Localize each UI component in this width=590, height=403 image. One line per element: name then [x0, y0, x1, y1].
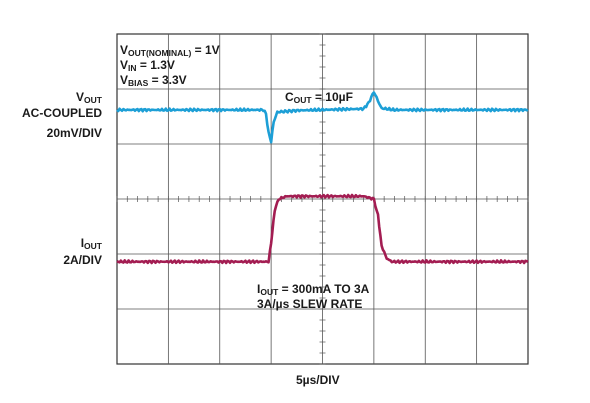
- channel-label-vout: VOUT: [76, 90, 102, 105]
- graticule: [116, 33, 529, 365]
- iout-trace: [116, 193, 529, 265]
- setting-vout-nominal: VOUT(NOMINAL) = 1V: [120, 43, 220, 58]
- channel-scale-iout: 2A/DIV: [63, 253, 102, 267]
- annotation-cout: COUT = 10µF: [285, 90, 353, 105]
- traces: [116, 91, 529, 265]
- annotation-iout: IOUT = 300mA TO 3A: [257, 282, 370, 297]
- setting-vbias: VBIAS = 3.3V: [120, 73, 187, 88]
- vout-trace: [116, 91, 529, 144]
- channel-label-iout: IOUT: [80, 236, 102, 251]
- annotation-slew-rate: 3A/µs SLEW RATE: [257, 297, 363, 311]
- setting-vin: VIN = 1.3V: [120, 58, 175, 73]
- x-axis-label: 5µs/DIV: [296, 373, 340, 387]
- channel-scale-vout: 20mV/DIV: [46, 126, 102, 140]
- channel-label-ac-coupled: AC-COUPLED: [22, 106, 102, 120]
